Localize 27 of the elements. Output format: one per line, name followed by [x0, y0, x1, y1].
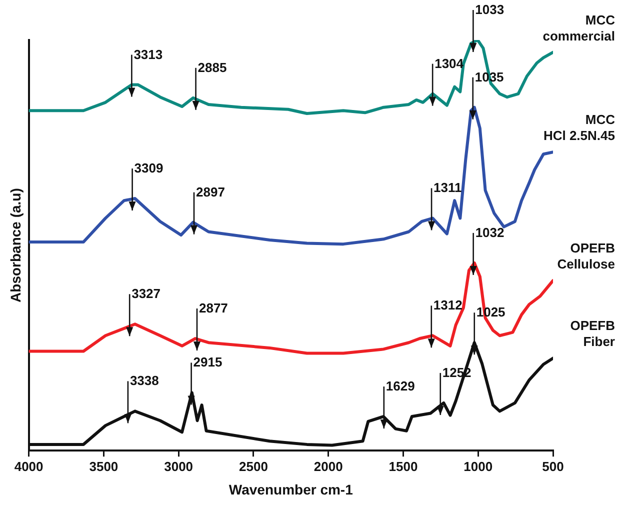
annotation: 2877 — [198, 300, 228, 316]
x-tick-label: 1500 — [388, 458, 418, 474]
x-tick-label: 3500 — [89, 458, 118, 474]
x-tick-label: 4000 — [14, 458, 44, 474]
annotation: 3327 — [132, 286, 161, 302]
annotation: 1032 — [475, 224, 504, 240]
series-label: MCC HCl 2.5N.45 — [543, 112, 616, 144]
series-label: OPEFB Cellulose — [557, 240, 615, 272]
x-tick-label: 2500 — [238, 458, 268, 474]
annotation: 3309 — [134, 160, 164, 176]
x-tick-label: 1000 — [464, 458, 493, 474]
annotation: 3338 — [130, 373, 159, 388]
x-tick-label: 3000 — [164, 458, 194, 474]
annotation: 2897 — [196, 184, 225, 200]
annotation: 3313 — [134, 46, 163, 62]
annotation: 2885 — [198, 60, 227, 75]
annotation: 2915 — [193, 354, 222, 370]
x-tick-label: 500 — [542, 458, 564, 474]
annotation: 1312 — [433, 298, 462, 313]
series-label: OPEFB Fiber — [570, 318, 615, 350]
annotation: 1311 — [434, 180, 462, 196]
y-axis-title: Absorbance (a.u) — [7, 188, 24, 302]
x-axis-title: Wavenumber cm-1 — [228, 481, 354, 498]
series-label: MCC commercial — [542, 12, 616, 44]
annotation: 1033 — [475, 2, 504, 17]
x-tick-label: 2000 — [314, 458, 343, 474]
annotation: 1629 — [386, 378, 415, 394]
